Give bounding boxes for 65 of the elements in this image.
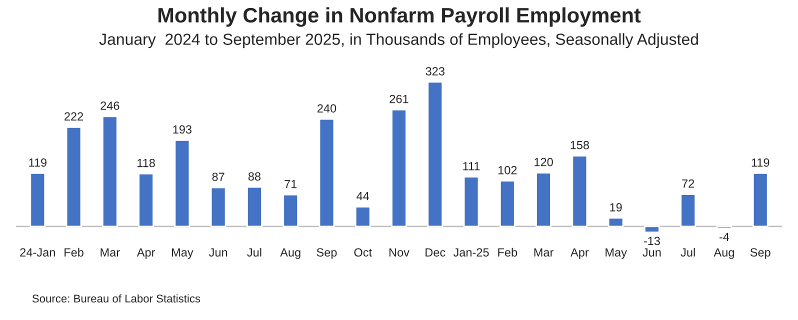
data-label: 88: [248, 172, 261, 181]
data-label: 111: [463, 162, 480, 170]
bar: [138, 172, 154, 228]
x-tick-label: Mar: [100, 248, 120, 257]
data-label: 19: [610, 203, 622, 212]
bar: [536, 172, 552, 228]
chart-title: Monthly Change in Nonfarm Payroll Employment: [158, 7, 641, 27]
data-label: 44: [356, 192, 370, 200]
bar: [246, 186, 262, 228]
data-label: 246: [100, 102, 120, 110]
x-tick-label: Feb: [64, 248, 84, 257]
data-label: 222: [64, 112, 84, 121]
data-label: 87: [212, 172, 224, 182]
bar: [427, 81, 444, 228]
data-label: 119: [752, 158, 770, 167]
x-tick-label: 24-Jan: [20, 248, 55, 257]
data-label: -4: [720, 232, 730, 241]
x-tick-label: Dec: [426, 248, 446, 257]
x-tick-label: May: [172, 248, 194, 259]
bar: [391, 109, 407, 228]
bar: [354, 206, 371, 228]
data-label: 323: [426, 67, 444, 76]
x-tick-label: Sep: [316, 248, 337, 259]
data-label: 102: [498, 166, 517, 174]
bar: [680, 194, 696, 228]
x-tick-label: Oct: [354, 248, 372, 257]
x-tick-label: Apr: [570, 248, 589, 259]
data-label: 120: [534, 158, 553, 166]
bar: [210, 186, 226, 228]
bar: [499, 180, 516, 228]
bar: [30, 172, 46, 228]
data-label: 71: [284, 180, 297, 188]
bar: [66, 126, 82, 228]
x-tick-label: Mar: [534, 248, 554, 257]
bar: [318, 118, 335, 228]
x-tick-label: Jun: [642, 248, 661, 257]
x-tick-label: Sep: [750, 248, 770, 259]
data-label: 193: [173, 125, 192, 134]
x-tick-label: Feb: [498, 248, 518, 257]
data-label: 118: [138, 158, 155, 168]
source-note: Source: Bureau of Labor Statistics: [32, 294, 200, 303]
x-tick-label: May: [606, 248, 627, 259]
x-tick-label: Apr: [136, 248, 156, 259]
chart-subtitle: January 2024 to September 2025, in Thousands of Employees, Seasonally Adjusted: [99, 33, 698, 48]
bar: [644, 226, 660, 233]
x-tick-label: Jul: [680, 248, 695, 257]
data-label: 158: [570, 140, 590, 150]
bar: [282, 194, 299, 228]
data-label: 72: [682, 179, 694, 188]
bar: [608, 217, 624, 228]
x-tick-label: Aug: [714, 248, 734, 259]
x-tick-label: Jun: [208, 248, 228, 257]
x-tick-label: Nov: [389, 248, 410, 257]
x-tick-label: Jul: [247, 248, 262, 257]
x-tick-label: Aug: [280, 248, 300, 259]
bar: [463, 176, 480, 228]
data-label: 240: [317, 104, 336, 113]
x-tick-label: Jan-25: [453, 248, 489, 257]
bar: [174, 139, 190, 228]
bar: [572, 155, 588, 228]
bar: [102, 116, 118, 228]
data-label: 119: [29, 158, 46, 167]
bar: [752, 172, 768, 228]
data-label: -13: [644, 236, 660, 246]
data-label: 261: [390, 94, 408, 104]
